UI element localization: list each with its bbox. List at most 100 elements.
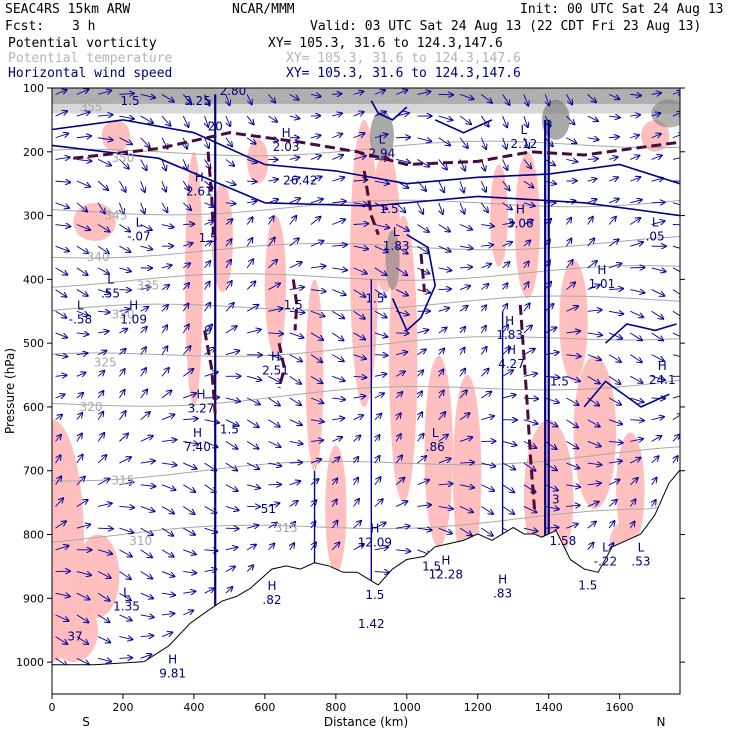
wind-vector [353, 310, 365, 318]
contour-label: 9 [204, 323, 212, 337]
wind-vector [353, 354, 366, 359]
contour-label: 51 [261, 502, 276, 516]
wind-vector [268, 333, 283, 334]
wind-vector [289, 481, 301, 485]
wind-vector [55, 415, 63, 420]
wind-vector [76, 333, 89, 334]
pv-fill-area [559, 260, 588, 382]
wind-vector [630, 290, 644, 293]
wind-vector [396, 413, 401, 420]
wind-vector [183, 527, 195, 535]
wind-vector [310, 354, 322, 363]
theta-label: 315 [275, 521, 298, 535]
wind-vector [55, 90, 67, 95]
wind-vector [55, 435, 62, 442]
y-axis-label: Pressure (hPa) [3, 348, 17, 434]
wind-vector [140, 115, 153, 123]
wind-vector [459, 485, 474, 488]
wind-vector [587, 333, 602, 335]
wind-vector [76, 159, 92, 161]
wind-vector [246, 462, 259, 469]
contour-label: 1.42 [358, 617, 385, 631]
wind-vector [459, 437, 472, 442]
theta-contour [52, 265, 680, 288]
wind-vector [332, 310, 344, 318]
wind-vector [523, 303, 530, 312]
hl-marker-value: 1.09 [120, 312, 147, 326]
wind-vector [161, 593, 175, 595]
x-tick-label: 1400 [535, 701, 563, 714]
wind-vector [76, 614, 89, 623]
wind-vector [503, 283, 508, 290]
wind-vector [140, 527, 153, 535]
x-tick-label: 1000 [393, 701, 421, 714]
wind-vector [76, 500, 88, 507]
wind-vector [396, 352, 407, 355]
wind-vector [374, 245, 388, 252]
wind-vector [55, 157, 70, 159]
wind-vector [374, 393, 384, 399]
wind-vector [438, 328, 447, 334]
wind-vector [76, 310, 88, 315]
wind-vector [140, 549, 152, 558]
hl-marker-letter: L [432, 426, 439, 440]
wind-vector [630, 332, 642, 340]
wind-vector [55, 332, 67, 338]
contour-label: 1.5 [121, 94, 140, 108]
wind-vector [225, 419, 239, 426]
wind-vector [630, 478, 637, 486]
wind-vector [417, 480, 429, 486]
wind-vector [289, 287, 304, 289]
wind-speed-contour [52, 144, 680, 217]
wind-vector [97, 571, 111, 579]
wind-vector [140, 571, 153, 579]
wind-vector [332, 134, 342, 138]
pv-contour [518, 304, 536, 510]
wind-vector [76, 592, 90, 599]
wind-vector [55, 181, 71, 182]
wind-vector [608, 199, 619, 203]
wind-vector [289, 397, 301, 405]
wind-vector [651, 456, 659, 464]
wind-vectors [55, 89, 680, 689]
wind-vector [76, 455, 83, 464]
wind-vector [182, 303, 188, 312]
wind-vector [524, 115, 528, 127]
wind-vector [332, 398, 345, 400]
wind-vector [353, 415, 363, 421]
wind-vector [459, 137, 468, 148]
wind-vector [140, 287, 151, 290]
theta-label: 335 [136, 279, 159, 293]
wind-vector [310, 266, 325, 268]
wind-vector [651, 332, 664, 341]
wind-vector [502, 115, 508, 127]
wind-vector [354, 478, 359, 486]
wind-vector [587, 238, 595, 247]
wind-vector [587, 483, 601, 485]
wind-vector [608, 137, 619, 138]
hl-marker-letter: H [370, 522, 379, 536]
wind-vector [396, 550, 410, 551]
wind-vector [289, 441, 303, 444]
contour-label: 1.5 [550, 374, 569, 388]
wind-vector [183, 393, 196, 399]
wind-vector [204, 261, 211, 269]
y-tick-label: 600 [23, 401, 44, 414]
wind-vector [353, 376, 367, 377]
wind-vector [332, 113, 342, 116]
hl-marker-value: 24.1 [649, 373, 676, 387]
wind-vector [246, 159, 257, 162]
wind-vector [268, 179, 277, 181]
theta-contour [52, 446, 680, 482]
hl-marker-letter: H [267, 579, 276, 593]
pv-fill-area [101, 119, 131, 152]
wind-vector [97, 224, 109, 232]
terrain-line [52, 470, 680, 694]
wind-vector [225, 159, 234, 165]
wind-vector [651, 178, 664, 181]
wind-vector [246, 545, 256, 551]
hl-marker-value: 2.03 [273, 140, 300, 154]
wind-vector [523, 528, 538, 531]
wind-vector [76, 393, 83, 399]
